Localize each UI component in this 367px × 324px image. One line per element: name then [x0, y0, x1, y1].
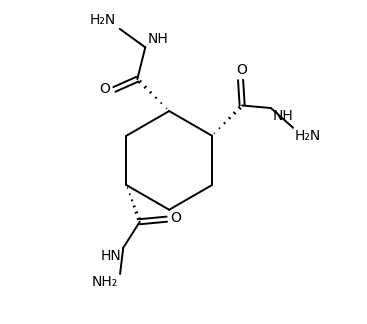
Text: NH: NH [148, 32, 168, 46]
Text: O: O [171, 211, 182, 225]
Text: HN: HN [100, 249, 121, 263]
Text: O: O [236, 63, 247, 77]
Text: H₂N: H₂N [295, 129, 321, 143]
Text: O: O [99, 82, 110, 96]
Text: NH: NH [272, 109, 293, 123]
Text: NH₂: NH₂ [92, 275, 118, 289]
Text: H₂N: H₂N [90, 13, 116, 27]
